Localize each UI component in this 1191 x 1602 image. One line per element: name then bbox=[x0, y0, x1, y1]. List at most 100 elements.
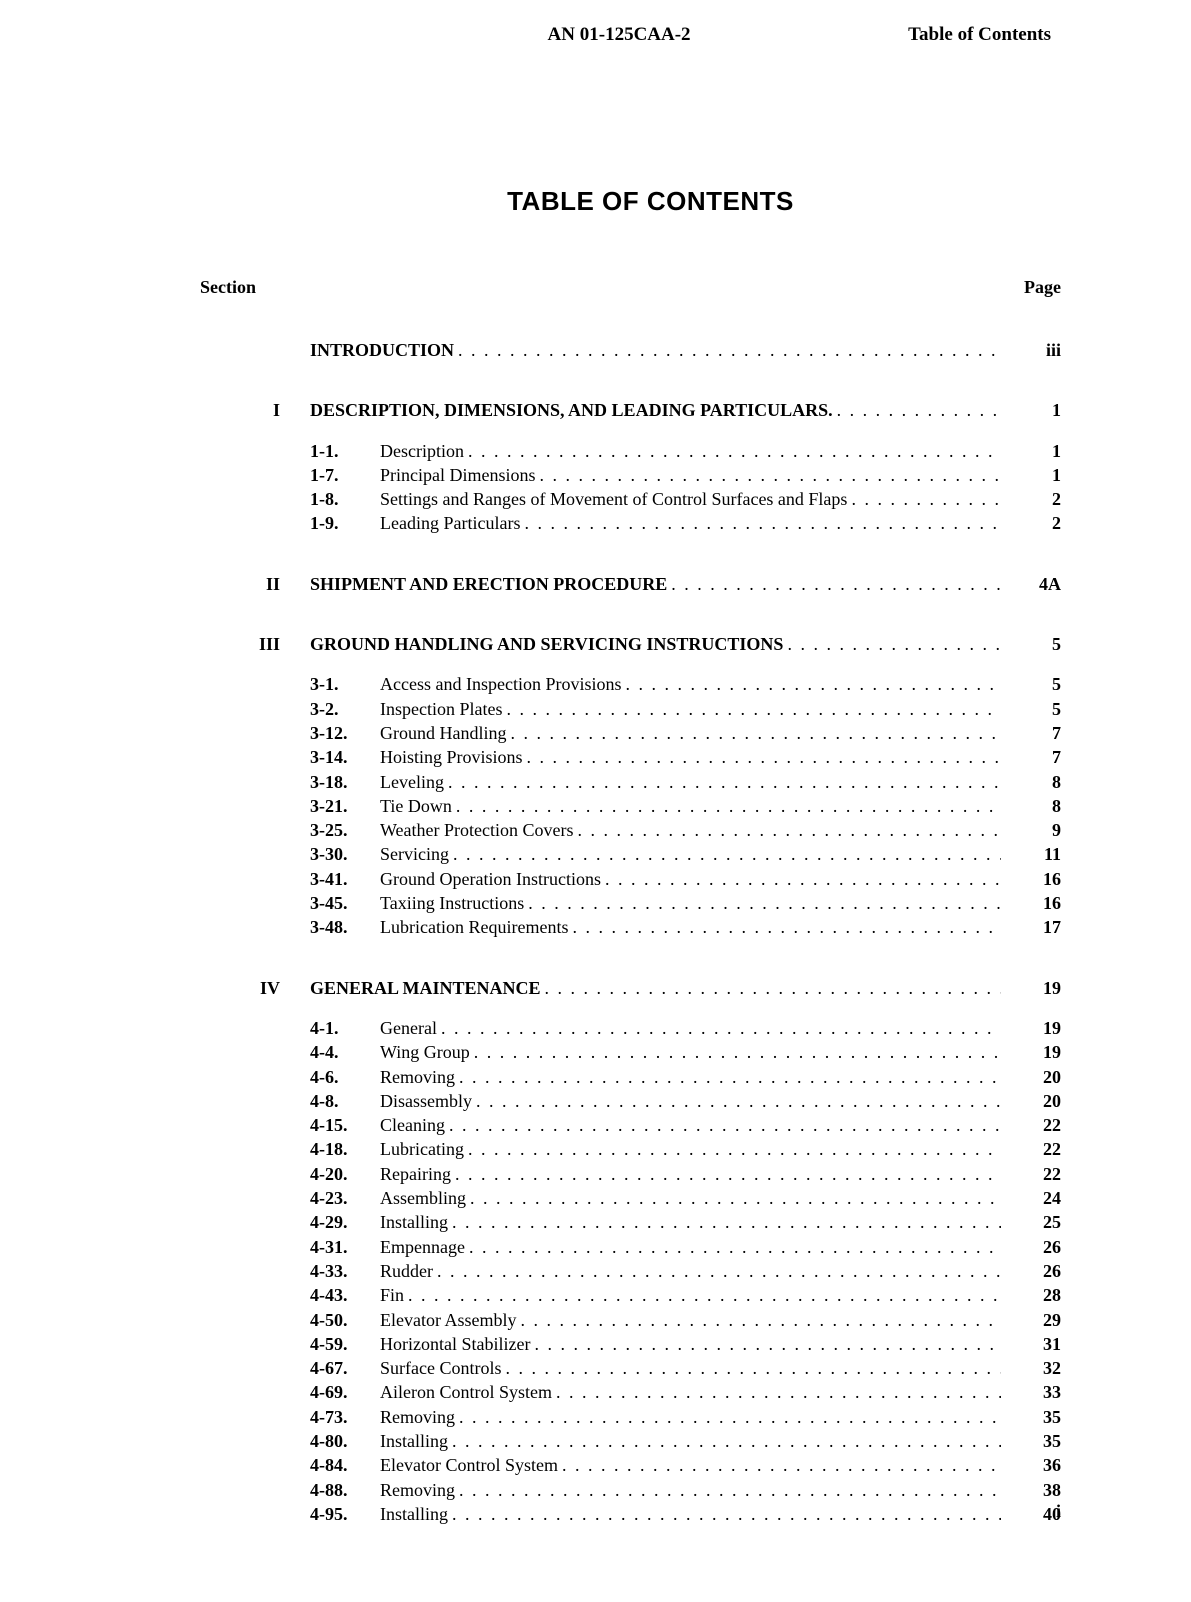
leader-dots bbox=[667, 572, 1001, 596]
section-title-cell: SHIPMENT AND ERECTION PROCEDURE bbox=[310, 572, 1001, 596]
spacer bbox=[200, 656, 1101, 672]
toc-entry-row: 4-15.Cleaning 22 bbox=[200, 1113, 1101, 1137]
leader-dots bbox=[847, 487, 1001, 511]
entry-number: 4-8. bbox=[310, 1089, 380, 1113]
entry-page: 33 bbox=[1001, 1380, 1101, 1404]
entry-number: 3-48. bbox=[310, 915, 380, 939]
section-page: 1 bbox=[1001, 398, 1101, 422]
toc-entry-row: 4-29.Installing25 bbox=[200, 1210, 1101, 1234]
toc-entry-row: 4-88.Removing38 bbox=[200, 1478, 1101, 1502]
entry-title-cell: Hoisting Provisions bbox=[380, 745, 1001, 769]
leader-dots bbox=[558, 1453, 1001, 1477]
entry-title: Rudder bbox=[380, 1259, 433, 1283]
entry-title: Description bbox=[380, 439, 464, 463]
entry-number: 4-67. bbox=[310, 1356, 380, 1380]
section-title-cell: DESCRIPTION, DIMENSIONS, AND LEADING PAR… bbox=[310, 398, 1001, 422]
toc-entry-row: 1-8.Settings and Ranges of Movement of C… bbox=[200, 487, 1101, 511]
entry-title-cell: Leveling bbox=[380, 770, 1001, 794]
entry-page: 32 bbox=[1001, 1356, 1101, 1380]
entry-page: 26 bbox=[1001, 1235, 1101, 1259]
leader-dots bbox=[448, 1502, 1001, 1526]
toc-entry-row: 3-25.Weather Protection Covers9 bbox=[200, 818, 1101, 842]
entry-title: Fin bbox=[380, 1283, 404, 1307]
toc-entry-row: 3-12.Ground Handling7 bbox=[200, 721, 1101, 745]
section-page: 5 bbox=[1001, 632, 1101, 656]
page-container: AN 01-125CAA-2 Table of Contents TABLE O… bbox=[0, 0, 1191, 1602]
entry-title: Removing bbox=[380, 1478, 455, 1502]
entry-number: 4-15. bbox=[310, 1113, 380, 1137]
entry-title: Elevator Assembly bbox=[380, 1308, 516, 1332]
entry-number: 3-2. bbox=[310, 697, 380, 721]
entry-title: Settings and Ranges of Movement of Contr… bbox=[380, 487, 847, 511]
entry-page: 22 bbox=[1001, 1162, 1101, 1186]
entry-title: Empennage bbox=[380, 1235, 465, 1259]
leader-dots bbox=[501, 1356, 1001, 1380]
entry-number: 1-7. bbox=[310, 463, 380, 487]
toc-entry-row: 4-6.Removing20 bbox=[200, 1065, 1101, 1089]
leader-dots bbox=[470, 1040, 1001, 1064]
entry-number: 4-1. bbox=[310, 1016, 380, 1040]
entry-page: 16 bbox=[1001, 891, 1101, 915]
entry-title: Repairing bbox=[380, 1162, 451, 1186]
entry-number: 4-59. bbox=[310, 1332, 380, 1356]
toc-entry-row: 3-30.Servicing11 bbox=[200, 842, 1101, 866]
section-roman: IV bbox=[200, 976, 310, 1000]
leader-dots bbox=[448, 1210, 1001, 1234]
toc-column-header: Section Page bbox=[200, 277, 1101, 298]
entry-title: Cleaning bbox=[380, 1113, 445, 1137]
entry-page: 8 bbox=[1001, 770, 1101, 794]
leader-dots bbox=[502, 697, 1001, 721]
entry-title: Assembling bbox=[380, 1186, 466, 1210]
header-section-label: Table of Contents bbox=[908, 24, 1091, 46]
entry-title: Taxiing Instructions bbox=[380, 891, 524, 915]
leader-dots bbox=[552, 1380, 1001, 1404]
entry-number: 4-84. bbox=[310, 1453, 380, 1477]
toc-entry-row: 4-8.Disassembly20 bbox=[200, 1089, 1101, 1113]
section-roman: II bbox=[200, 572, 310, 596]
entry-number: 4-80. bbox=[310, 1429, 380, 1453]
toc-entry-row: 4-31.Empennage26 bbox=[200, 1235, 1101, 1259]
entry-page: 20 bbox=[1001, 1065, 1101, 1089]
toc-entry-row: 4-50.Elevator Assembly29 bbox=[200, 1308, 1101, 1332]
entry-number: 4-43. bbox=[310, 1283, 380, 1307]
intro-page: iii bbox=[1001, 338, 1101, 362]
entry-number: 4-73. bbox=[310, 1405, 380, 1429]
entry-number: 1-9. bbox=[310, 511, 380, 535]
entry-number: 4-23. bbox=[310, 1186, 380, 1210]
entry-title-cell: Cleaning bbox=[380, 1113, 1001, 1137]
entry-page: 7 bbox=[1001, 721, 1101, 745]
leader-dots bbox=[601, 867, 1001, 891]
entry-number: 4-18. bbox=[310, 1137, 380, 1161]
col-header-section: Section bbox=[200, 277, 256, 298]
entry-title-cell: Empennage bbox=[380, 1235, 1001, 1259]
entry-title: Surface Controls bbox=[380, 1356, 501, 1380]
leader-dots bbox=[455, 1065, 1001, 1089]
entry-number: 3-25. bbox=[310, 818, 380, 842]
section-title: DESCRIPTION, DIMENSIONS, AND LEADING PAR… bbox=[310, 398, 833, 422]
leader-dots bbox=[520, 511, 1001, 535]
section-block: IVGENERAL MAINTENANCE194-1.General194-4.… bbox=[200, 976, 1101, 1527]
leader-dots bbox=[621, 672, 1001, 696]
toc-entry-row: 4-20.Repairing22 bbox=[200, 1162, 1101, 1186]
entry-title-cell: Ground Handling bbox=[380, 721, 1001, 745]
leader-dots bbox=[433, 1259, 1001, 1283]
section-title: GENERAL MAINTENANCE bbox=[310, 976, 541, 1000]
entry-page: 29 bbox=[1001, 1308, 1101, 1332]
toc-entry-row: 1-7.Principal Dimensions1 bbox=[200, 463, 1101, 487]
entry-number: 3-41. bbox=[310, 867, 380, 891]
entry-title-cell: Disassembly bbox=[380, 1089, 1001, 1113]
leader-dots bbox=[536, 463, 1002, 487]
entry-title-cell: Taxiing Instructions bbox=[380, 891, 1001, 915]
entry-number: 3-1. bbox=[310, 672, 380, 696]
entry-title: Access and Inspection Provisions bbox=[380, 672, 621, 696]
entry-title: Elevator Control System bbox=[380, 1453, 558, 1477]
page-title: TABLE OF CONTENTS bbox=[200, 186, 1101, 217]
entry-number: 4-4. bbox=[310, 1040, 380, 1064]
entry-page: 2 bbox=[1001, 487, 1101, 511]
section-heading-row: IISHIPMENT AND ERECTION PROCEDURE4A bbox=[200, 572, 1101, 596]
entry-number: 3-45. bbox=[310, 891, 380, 915]
leader-dots bbox=[523, 745, 1001, 769]
entry-title-cell: Settings and Ranges of Movement of Contr… bbox=[380, 487, 1001, 511]
entry-page: 22 bbox=[1001, 1113, 1101, 1137]
entry-title-cell: Surface Controls bbox=[380, 1356, 1001, 1380]
